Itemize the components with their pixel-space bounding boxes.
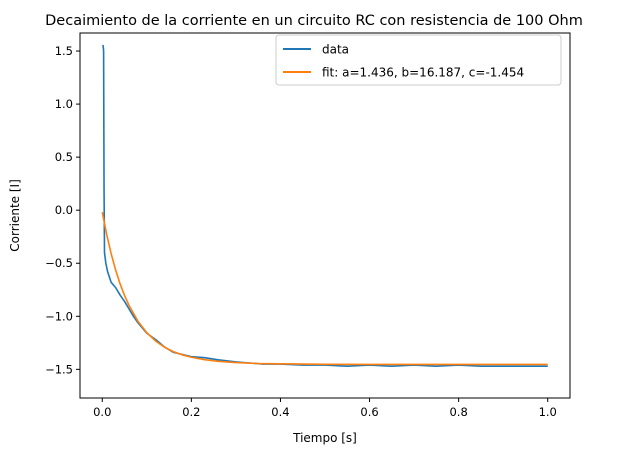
legend-label-fit: fit: a=1.436, b=16.187, c=-1.454 — [322, 66, 524, 80]
y-tick-label: −1.5 — [45, 362, 73, 376]
legend-label-data: data — [322, 43, 349, 57]
series-line-fit — [101, 211, 548, 366]
x-tick-label: 0.0 — [93, 405, 111, 419]
x-tick-label: 0.6 — [360, 405, 378, 419]
y-tick-label: −1.0 — [45, 309, 73, 323]
x-tick-label: 0.8 — [449, 405, 467, 419]
y-tick-label: 1.0 — [55, 97, 73, 111]
y-tick-label: 0.0 — [55, 203, 73, 217]
y-tick-label: 0.5 — [55, 150, 73, 164]
legend: data fit: a=1.436, b=16.187, c=-1.454 — [275, 34, 562, 86]
x-axis-label: Tiempo [s] — [292, 431, 357, 445]
legend-box — [275, 34, 562, 86]
y-tick-label: −0.5 — [45, 256, 73, 270]
x-tick-label: 1.0 — [539, 405, 557, 419]
chart-title: Decaimiento de la corriente en un circui… — [45, 13, 583, 29]
x-tick-label: 0.4 — [271, 405, 289, 419]
series-line-data — [102, 44, 548, 367]
y-tick-label: 1.5 — [55, 44, 73, 58]
y-axis-label: Corriente [I] — [8, 179, 22, 252]
plot-frame — [79, 32, 571, 399]
x-tick-label: 0.2 — [182, 405, 200, 419]
